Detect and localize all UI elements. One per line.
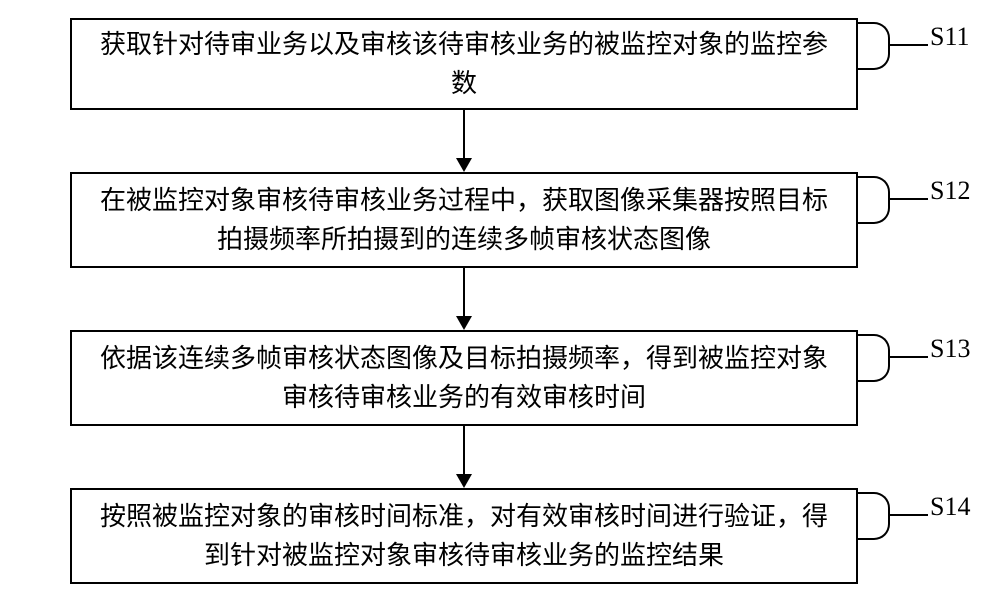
label-bracket-line-s12 xyxy=(888,198,928,200)
label-bracket-line-s13 xyxy=(888,356,928,358)
step-label-s14: S14 xyxy=(930,492,970,522)
label-bracket-s11 xyxy=(858,22,890,70)
arrow-head-icon xyxy=(456,158,472,172)
step-box-s14: 按照被监控对象的审核时间标准，对有效审核时间进行验证，得到针对被监控对象审核待审… xyxy=(70,488,858,584)
connector-arrow xyxy=(463,110,465,158)
connector-arrow xyxy=(463,426,465,474)
step-box-s12: 在被监控对象审核待审核业务过程中，获取图像采集器按照目标拍摄频率所拍摄到的连续多… xyxy=(70,172,858,268)
step-text: 依据该连续多帧审核状态图像及目标拍摄频率，得到被监控对象审核待审核业务的有效审核… xyxy=(92,339,836,417)
step-text: 获取针对待审业务以及审核该待审核业务的被监控对象的监控参数 xyxy=(92,25,836,103)
step-label-s11: S11 xyxy=(930,22,970,52)
label-bracket-s13 xyxy=(858,334,890,382)
step-box-s13: 依据该连续多帧审核状态图像及目标拍摄频率，得到被监控对象审核待审核业务的有效审核… xyxy=(70,330,858,426)
connector-arrow xyxy=(463,268,465,316)
step-text: 在被监控对象审核待审核业务过程中，获取图像采集器按照目标拍摄频率所拍摄到的连续多… xyxy=(92,181,836,259)
step-text: 按照被监控对象的审核时间标准，对有效审核时间进行验证，得到针对被监控对象审核待审… xyxy=(92,497,836,575)
arrow-head-icon xyxy=(456,474,472,488)
label-bracket-line-s14 xyxy=(888,514,928,516)
step-label-s13: S13 xyxy=(930,334,970,364)
flowchart-canvas: 获取针对待审业务以及审核该待审核业务的被监控对象的监控参数 S11 在被监控对象… xyxy=(0,0,1000,616)
step-label-s12: S12 xyxy=(930,176,970,206)
label-bracket-s12 xyxy=(858,176,890,224)
label-bracket-s14 xyxy=(858,492,890,540)
step-box-s11: 获取针对待审业务以及审核该待审核业务的被监控对象的监控参数 xyxy=(70,18,858,110)
label-bracket-line-s11 xyxy=(888,44,928,46)
arrow-head-icon xyxy=(456,316,472,330)
